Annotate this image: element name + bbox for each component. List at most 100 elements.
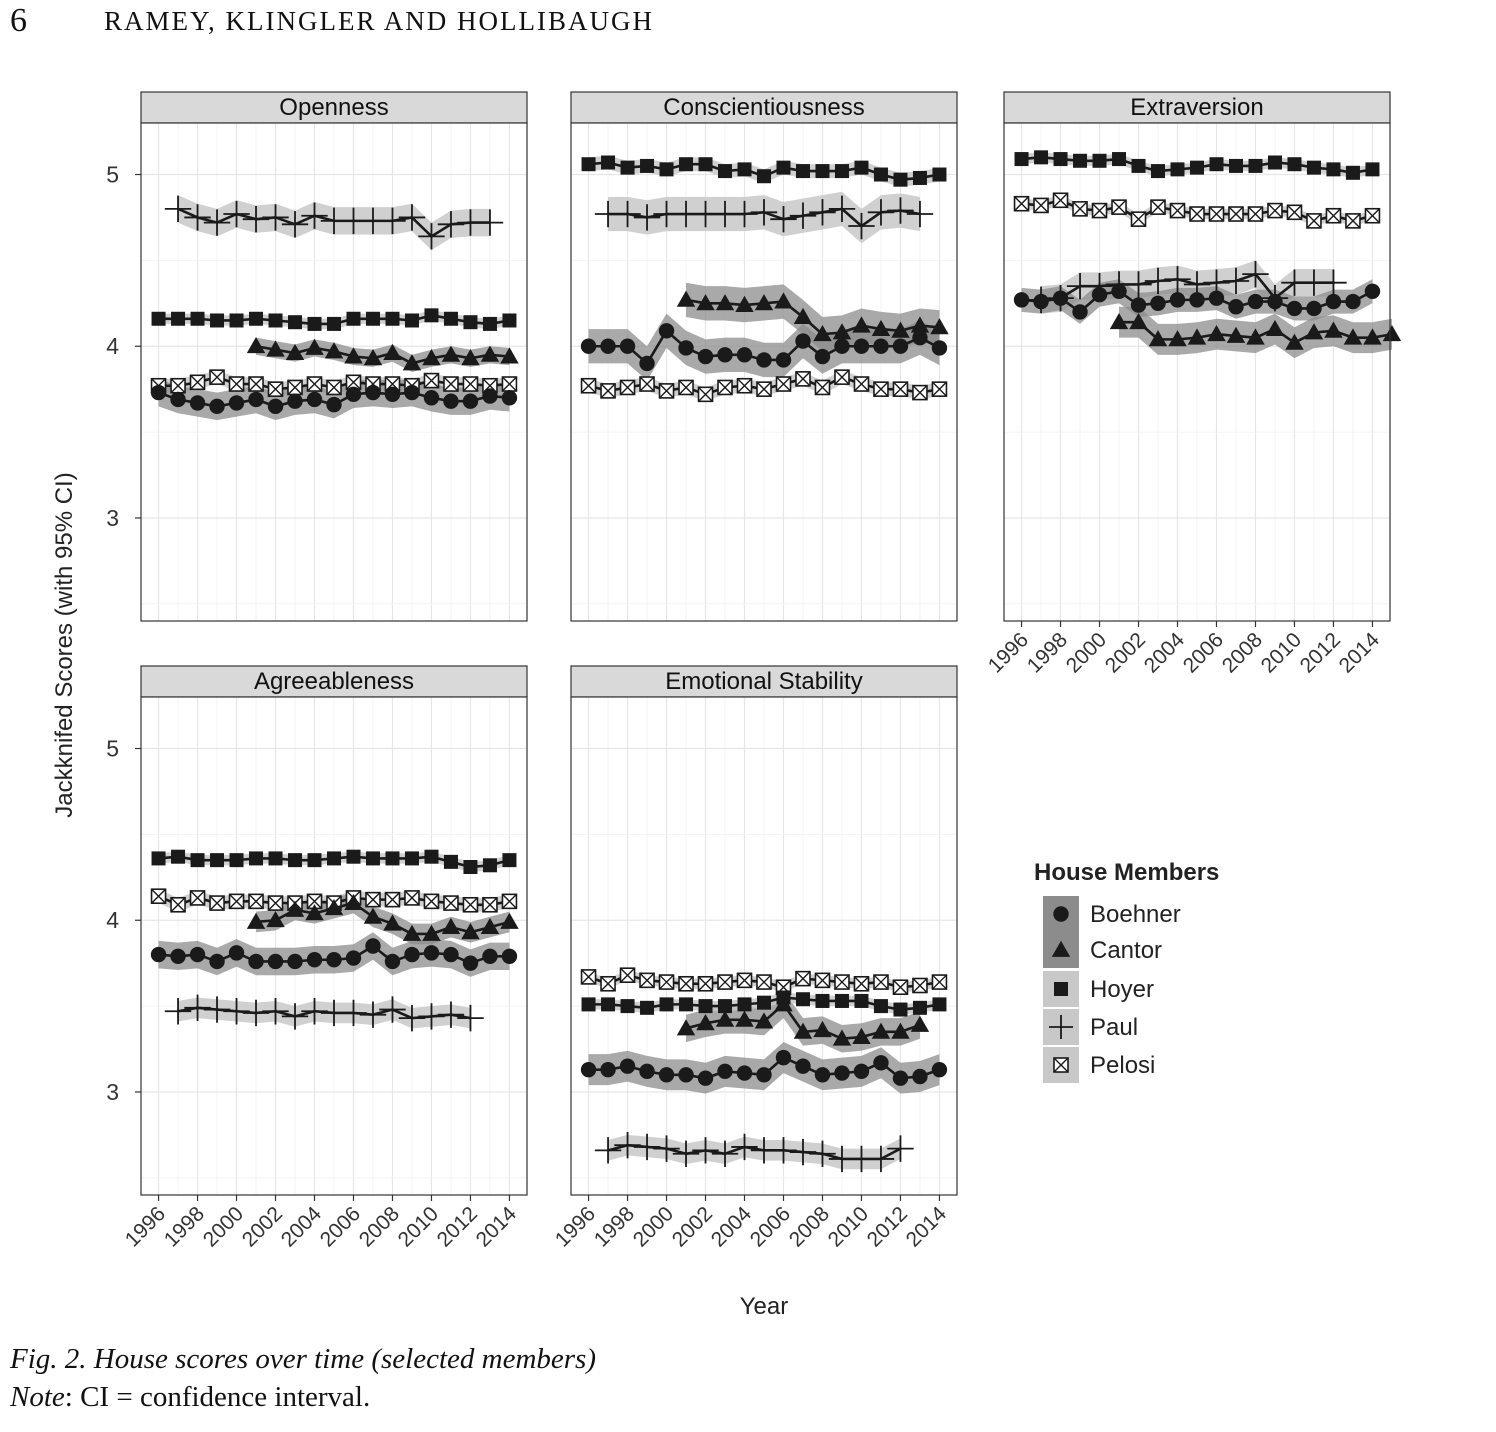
data-point	[614, 200, 641, 228]
data-point	[853, 338, 870, 354]
data-point	[1033, 197, 1049, 214]
facet-strip	[570, 665, 958, 698]
data-point	[190, 311, 205, 326]
data-point	[832, 1029, 852, 1046]
data-point	[346, 311, 361, 326]
data-point	[815, 164, 830, 179]
data-point	[1150, 199, 1166, 215]
data-point	[892, 338, 909, 354]
data-point	[422, 924, 441, 941]
data-point	[345, 374, 362, 391]
data-point	[679, 157, 694, 172]
legend-label: Cantor	[1090, 937, 1162, 964]
data-point	[912, 977, 928, 994]
data-point	[1228, 299, 1244, 315]
data-point	[633, 204, 661, 231]
data-point	[932, 167, 947, 182]
data-point	[379, 207, 406, 235]
data-point	[500, 347, 519, 364]
facet-title: Emotional Stability	[665, 668, 862, 695]
data-point	[209, 398, 225, 415]
data-point	[736, 1065, 753, 1081]
data-point	[757, 169, 771, 184]
x-tick-label: 1996	[121, 1202, 170, 1251]
data-point	[266, 911, 285, 928]
data-point	[1345, 213, 1361, 229]
data-point	[281, 211, 309, 238]
x-tick-label: 2014	[902, 1202, 952, 1252]
data-point	[502, 853, 517, 868]
data-point	[267, 381, 284, 397]
data-point	[266, 340, 285, 357]
y-tick-label: 3	[106, 1079, 119, 1105]
data-point	[285, 900, 305, 917]
data-point	[834, 993, 849, 1008]
data-point	[1169, 202, 1186, 219]
x-tick-label: 2000	[199, 1202, 248, 1251]
data-point	[581, 157, 596, 172]
data-point	[150, 946, 167, 963]
data-point	[932, 997, 947, 1012]
y-tick-label: 4	[106, 333, 119, 359]
data-point	[1112, 152, 1127, 167]
data-point	[594, 1137, 622, 1164]
x-tick-label: 2010	[824, 1202, 873, 1251]
data-point	[203, 209, 231, 236]
data-point	[658, 383, 675, 399]
x-tick-label: 2012	[433, 1202, 482, 1251]
data-point	[423, 945, 440, 961]
x-tick-label: 2002	[668, 1202, 717, 1251]
data-point	[404, 313, 419, 328]
data-point	[620, 999, 635, 1014]
data-point	[480, 917, 500, 935]
x-tick-label: 2008	[1218, 628, 1267, 677]
series-boehner	[580, 1049, 948, 1086]
data-point	[832, 323, 852, 340]
data-point	[324, 898, 344, 916]
x-tick-label: 2006	[316, 1202, 365, 1251]
data-point	[600, 1061, 616, 1078]
data-point	[1130, 297, 1147, 313]
data-point	[715, 294, 735, 311]
facet-emotional-stability: Emotional Stability199619982000200220042…	[551, 665, 958, 1252]
data-point	[1364, 207, 1381, 224]
x-tick-label: 1998	[1023, 628, 1072, 677]
data-point	[614, 1132, 641, 1159]
x-tick-label: 2004	[707, 1202, 757, 1252]
legend-marker	[1051, 940, 1071, 957]
data-point	[1248, 158, 1263, 173]
data-point	[1306, 213, 1322, 229]
data-point	[678, 379, 694, 396]
data-point	[718, 164, 733, 179]
data-point	[853, 975, 870, 992]
facet-strip	[570, 91, 958, 124]
data-point	[871, 1022, 891, 1039]
data-point	[1343, 328, 1363, 345]
data-point	[268, 313, 283, 328]
data-point	[229, 313, 244, 328]
legend-marker	[1053, 906, 1069, 922]
data-point	[848, 212, 875, 240]
y-tick-label: 5	[106, 162, 119, 188]
data-point	[756, 381, 772, 397]
data-point	[441, 917, 461, 935]
x-tick-label: 1998	[160, 1202, 209, 1251]
data-point	[931, 1061, 948, 1078]
data-point	[754, 1012, 774, 1029]
data-point	[443, 946, 459, 963]
data-point	[601, 155, 616, 170]
data-point	[775, 352, 792, 368]
data-point	[151, 851, 166, 866]
x-tick-label: 2012	[863, 1202, 912, 1251]
data-point	[640, 158, 655, 173]
data-point	[1052, 290, 1069, 306]
data-point	[1034, 150, 1049, 165]
data-point	[209, 953, 225, 970]
data-point	[1169, 292, 1186, 308]
data-point	[1190, 160, 1204, 175]
data-point	[463, 315, 478, 330]
series-boehner	[580, 323, 948, 372]
x-tick-label: 1996	[551, 1202, 600, 1251]
y-tick-label: 4	[106, 907, 119, 933]
data-point	[814, 972, 831, 989]
